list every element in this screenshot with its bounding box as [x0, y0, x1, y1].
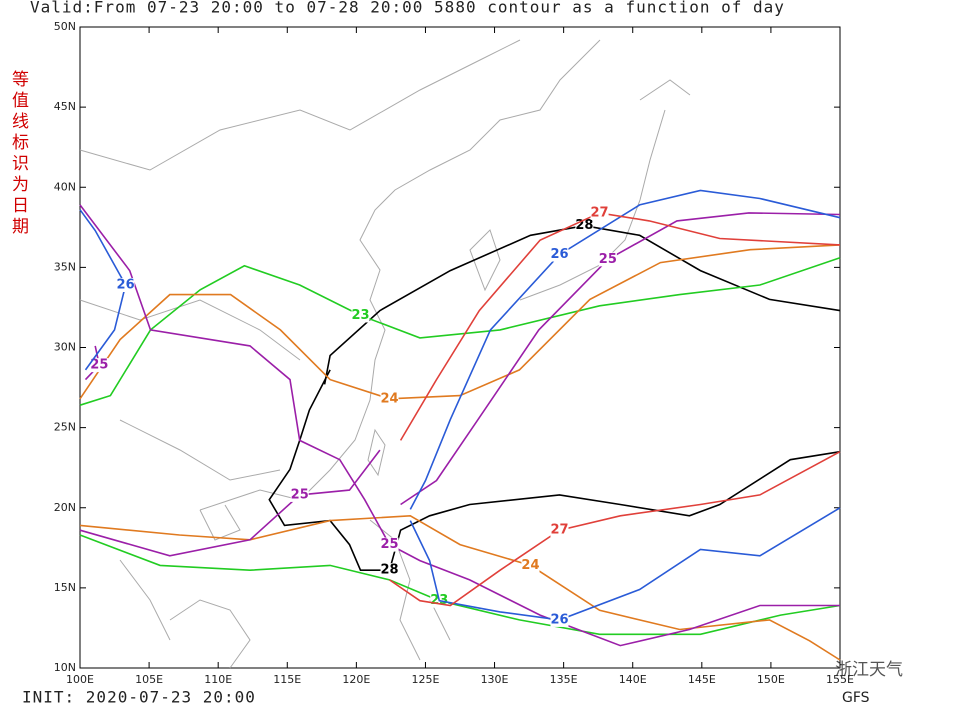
contour-label: 28 — [380, 563, 398, 578]
contour-label-bg — [550, 523, 569, 538]
contour-label-bg — [90, 358, 109, 373]
contour-line — [389, 450, 841, 607]
y-tick-label: 20N — [54, 501, 76, 514]
y-tick-label: 15N — [54, 581, 76, 594]
contour-label: 25 — [291, 487, 309, 502]
y-tick-label: 50N — [54, 20, 76, 33]
contour-line — [79, 244, 841, 400]
x-tick-label: 100E — [66, 673, 94, 686]
contour-line — [79, 534, 841, 636]
contour-line — [79, 514, 841, 661]
contour-label: 24 — [521, 558, 539, 573]
contour-label: 24 — [380, 391, 398, 406]
contour-line — [409, 507, 841, 621]
taiwan — [367, 428, 386, 477]
contour-line — [399, 212, 841, 441]
x-tick-label: 105E — [135, 673, 163, 686]
contour-label: 26 — [550, 247, 568, 262]
contour-label-bg — [550, 247, 569, 262]
y-tick-label: 35N — [54, 260, 76, 273]
contour-label: 26 — [117, 278, 135, 293]
y-tick-label: 30N — [54, 341, 76, 354]
borders — [79, 39, 521, 481]
x-tick-label: 150E — [757, 673, 785, 686]
x-tick-label: 130E — [481, 673, 509, 686]
contour-label: 27 — [591, 205, 609, 220]
contour-line — [323, 224, 841, 385]
coast — [299, 39, 601, 501]
contour-label: 26 — [550, 612, 568, 627]
model-name: GFS — [842, 690, 870, 706]
japan — [519, 79, 691, 301]
plot: 100E 105E 110E 115E 120E 125E 130E 135E 140E 145E… — [54, 20, 854, 686]
contour-line — [79, 204, 840, 647]
contour-label-bg — [116, 278, 135, 293]
contour-label-bg — [380, 391, 399, 406]
x-tick-label: 110E — [204, 673, 232, 686]
contour-label-bg — [351, 308, 370, 323]
indochina — [119, 559, 251, 669]
y-tick-label: 40N — [54, 180, 76, 193]
contour-label-bg — [380, 537, 399, 552]
x-tick-label: 155E — [826, 673, 854, 686]
y-tick-label: 45N — [54, 100, 76, 113]
contour-label-bg — [550, 612, 569, 627]
init-time: INIT: 2020-07-23 20:00 — [22, 688, 256, 707]
plot-frame — [79, 26, 841, 669]
x-tick-label: 140E — [619, 673, 647, 686]
side-note: 等值线标识为日期 — [8, 70, 29, 238]
x-tick-label: 145E — [688, 673, 716, 686]
y-tick-label: 10N — [54, 661, 76, 674]
x-tick-label: 135E — [550, 673, 578, 686]
y-tick-label: 25N — [54, 421, 76, 434]
contour-label: 25 — [599, 252, 617, 267]
contour-line — [400, 212, 841, 506]
contour-label: 27 — [550, 523, 568, 538]
contour-label-bg — [590, 205, 609, 220]
contour-label: 23 — [351, 308, 369, 323]
x-tick-label: 120E — [342, 673, 370, 686]
contour-label: 25 — [380, 537, 398, 552]
contour-label-bg — [380, 563, 399, 578]
x-tick-label: 125E — [411, 673, 439, 686]
side-note-text: 等值线标识为日期 — [8, 70, 29, 238]
contour-line — [79, 449, 381, 557]
x-tick-label: 115E — [273, 673, 301, 686]
title: Valid:From 07-23 20:00 to 07-28 20:00 58… — [30, 0, 785, 17]
coastlines — [79, 39, 691, 669]
contour-line — [79, 257, 841, 406]
contour-label-bg — [290, 487, 309, 502]
contour-line — [268, 369, 841, 571]
contour-label: 25 — [90, 358, 108, 373]
contour-label-bg — [598, 252, 617, 267]
watermark: 浙江天气 — [835, 660, 903, 680]
contour-label-bg — [521, 558, 540, 573]
coast — [199, 489, 301, 541]
korea — [469, 229, 501, 292]
